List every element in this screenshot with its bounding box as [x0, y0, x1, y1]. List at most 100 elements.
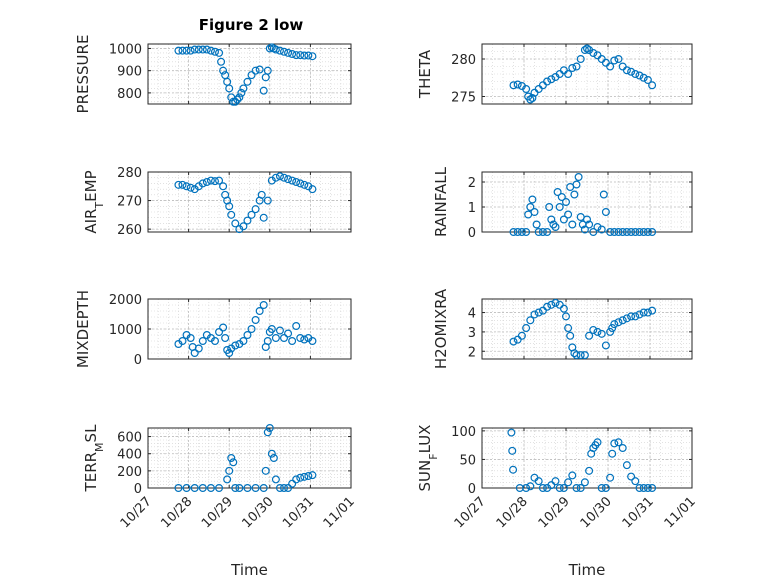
data-point	[639, 308, 648, 317]
data-point	[572, 351, 581, 360]
data-point	[526, 95, 535, 104]
y-tick-label: 1000	[109, 323, 142, 338]
data-point	[614, 318, 623, 327]
data-point	[300, 180, 309, 189]
data-point	[631, 477, 640, 486]
data-point	[549, 220, 558, 229]
series-markers	[509, 298, 657, 360]
data-point	[259, 213, 268, 222]
data-point	[593, 223, 602, 232]
data-point	[263, 66, 272, 75]
data-point	[210, 337, 219, 346]
data-point	[534, 228, 543, 237]
data-point	[202, 178, 211, 187]
data-point	[564, 69, 573, 78]
data-point	[284, 484, 293, 493]
data-point	[532, 220, 541, 229]
y-axis-label: PRESSURE	[74, 35, 92, 114]
data-point	[526, 316, 535, 325]
y-tick-label: 50	[459, 453, 476, 468]
data-point	[601, 341, 610, 350]
x-axis-label: Time	[568, 561, 606, 579]
y-tick-label: 900	[117, 65, 142, 80]
y-tick-label: 1000	[109, 42, 142, 57]
data-point	[599, 190, 608, 199]
data-point	[235, 93, 244, 102]
data-point	[182, 484, 191, 493]
data-point	[547, 75, 556, 84]
y-axis-label: SUNFLUX	[416, 425, 440, 492]
data-point	[263, 196, 272, 205]
data-point	[547, 300, 556, 309]
data-point	[534, 308, 543, 317]
data-point	[219, 66, 228, 75]
data-point	[610, 439, 619, 448]
y-axis-label: TERRMSL	[82, 424, 106, 493]
data-point	[235, 484, 244, 493]
data-point	[627, 67, 636, 76]
data-point	[580, 45, 589, 54]
data-point	[269, 454, 278, 463]
data-point	[582, 215, 591, 224]
y-axis-label: H2OMIXRA	[432, 288, 450, 369]
data-point	[284, 175, 293, 184]
data-point	[206, 46, 215, 55]
y-axis-label: RAINFALL	[432, 166, 450, 237]
data-point	[202, 45, 211, 54]
data-point	[194, 344, 203, 353]
data-point	[648, 484, 657, 493]
data-point	[622, 228, 631, 237]
data-point	[182, 182, 191, 191]
data-point	[292, 51, 301, 60]
data-point	[219, 323, 228, 332]
data-point	[610, 228, 619, 237]
data-point	[530, 310, 539, 319]
data-point	[292, 178, 301, 187]
data-point	[288, 479, 297, 488]
y-tick-label: 2000	[109, 293, 142, 308]
data-point	[292, 322, 301, 331]
data-point	[190, 484, 199, 493]
y-tick-label: 260	[117, 223, 142, 238]
data-point	[217, 57, 226, 66]
data-point	[275, 172, 284, 181]
data-point	[522, 228, 531, 237]
data-point	[267, 325, 276, 334]
data-point	[284, 329, 293, 338]
data-point	[601, 208, 610, 217]
data-point	[255, 65, 264, 74]
data-point	[280, 334, 289, 343]
axes-box	[481, 298, 693, 360]
data-point	[561, 198, 570, 207]
data-point	[580, 351, 589, 360]
data-point	[280, 173, 289, 182]
data-point	[622, 461, 631, 470]
data-point	[251, 205, 260, 214]
data-point	[275, 484, 284, 493]
data-point	[576, 484, 585, 493]
data-point	[606, 228, 615, 237]
data-point	[206, 484, 215, 493]
data-point	[263, 337, 272, 346]
data-point	[614, 228, 623, 237]
data-point	[643, 308, 652, 317]
data-point	[564, 324, 573, 333]
data-point	[215, 48, 224, 57]
data-point	[174, 46, 183, 55]
data-point	[182, 46, 191, 55]
data-point	[543, 302, 552, 311]
data-point	[271, 45, 280, 54]
y-tick-label: 4	[468, 307, 476, 322]
data-point	[223, 475, 232, 484]
data-point	[635, 228, 644, 237]
data-point	[509, 81, 518, 90]
data-point	[635, 310, 644, 319]
data-point	[639, 73, 648, 82]
data-point	[568, 471, 577, 480]
data-point	[308, 52, 317, 61]
data-point	[284, 48, 293, 57]
data-point	[597, 225, 606, 234]
data-point	[576, 54, 585, 63]
data-point	[225, 84, 234, 93]
